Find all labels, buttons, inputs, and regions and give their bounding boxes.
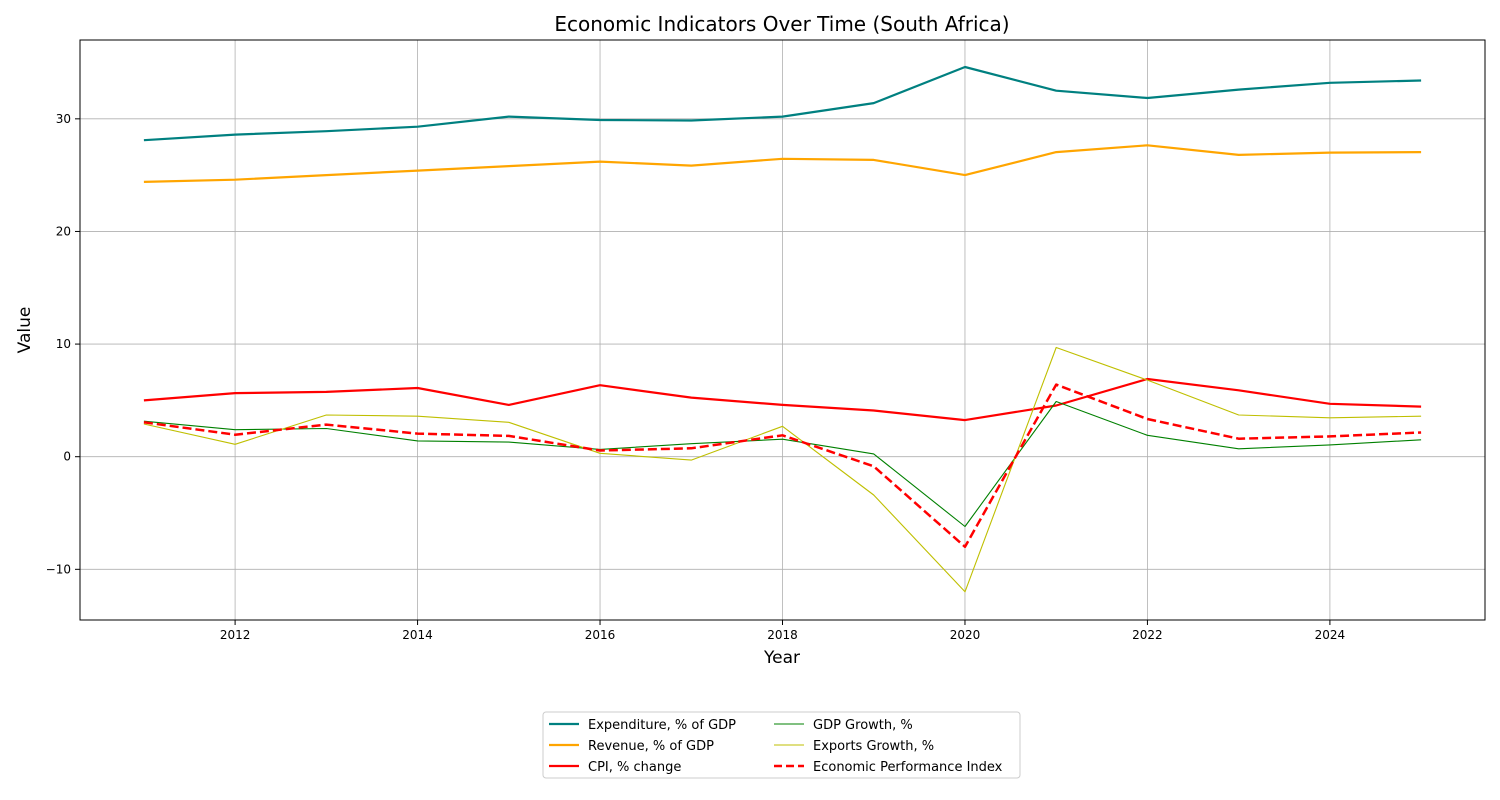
x-tick-label: 2018: [767, 628, 798, 642]
series-line-revenue-of-gdp: [143, 144, 1422, 183]
y-tick-label: 0: [63, 450, 71, 464]
legend-label: Economic Performance Index: [813, 760, 1003, 775]
series-line-exports-growth: [143, 346, 1422, 593]
legend-label: Revenue, % of GDP: [588, 739, 714, 754]
x-tick-label: 2014: [402, 628, 433, 642]
series-line-economic-performance-index: [143, 383, 1422, 549]
legend-label: Expenditure, % of GDP: [588, 718, 736, 733]
legend: Expenditure, % of GDP Revenue, % of GDP CP…: [542, 711, 1021, 779]
legend-label: CPI, % change: [588, 760, 681, 775]
x-tick-label: 2022: [1132, 628, 1163, 642]
grid-layer: [80, 40, 1485, 620]
series-line-cpi-change: [143, 377, 1422, 422]
x-tick-label: 2012: [220, 628, 251, 642]
series-layer: [143, 65, 1422, 593]
y-tick-label: −10: [46, 562, 71, 576]
x-tick-label: 2016: [585, 628, 616, 642]
legend-label: Exports Growth, %: [813, 739, 934, 754]
x-tick-label: 2020: [950, 628, 981, 642]
y-tick-label: 30: [56, 112, 71, 126]
x-tick-label: 2024: [1315, 628, 1346, 642]
y-tick-label: 10: [56, 337, 71, 351]
series-line-gdp-growth: [143, 400, 1422, 528]
x-axis-label: Year: [763, 648, 800, 668]
y-axis-label: Value: [15, 307, 35, 354]
legend-label: GDP Growth, %: [813, 718, 913, 733]
series-line-expenditure-of-gdp: [143, 65, 1422, 142]
chart-title: Economic Indicators Over Time (South Afr…: [554, 12, 1009, 36]
ticks-layer: 2012 2014 2016 2018 2020 2022 2024 −10 0 10 20 30: [46, 112, 1346, 642]
y-tick-label: 20: [56, 224, 71, 238]
